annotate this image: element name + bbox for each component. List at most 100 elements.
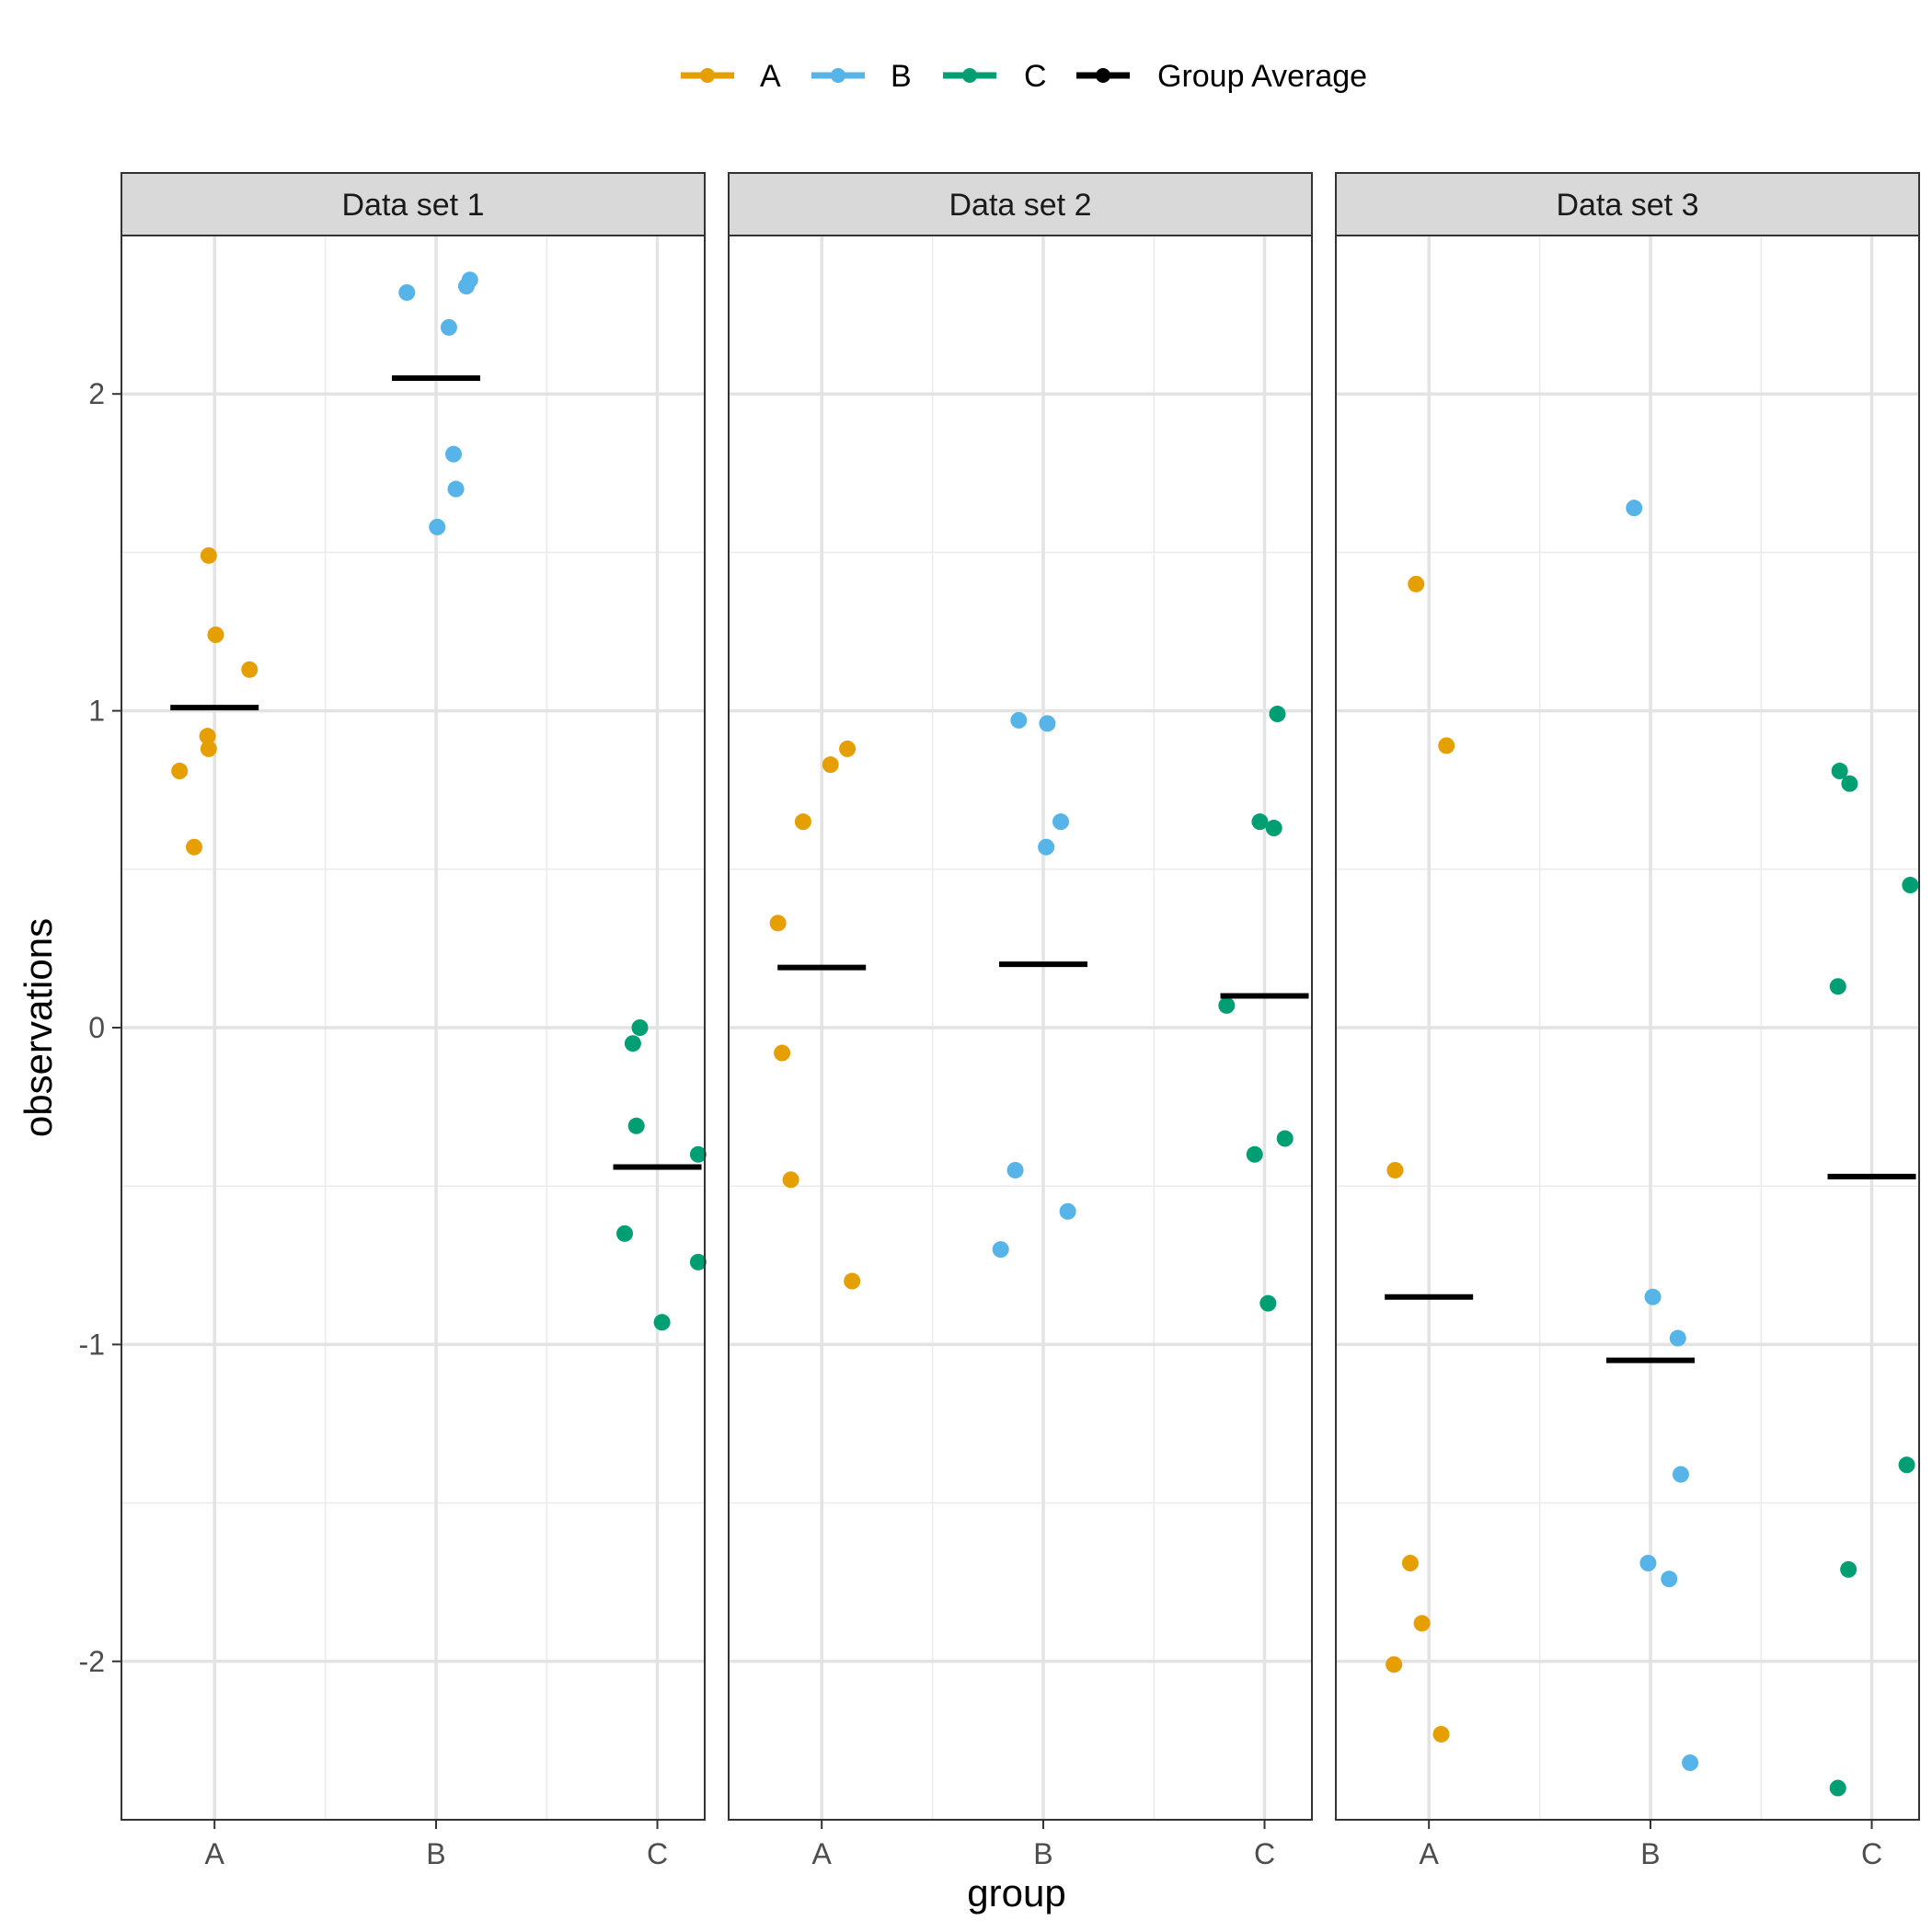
point-panel2-B-4 <box>1038 838 1055 856</box>
point-panel1-A-3 <box>241 661 259 678</box>
panel-3: Data set 3 A B C <box>1335 172 1920 1870</box>
point-panel3-B-4 <box>1672 1466 1689 1483</box>
point-panel1-C-2 <box>624 1035 641 1052</box>
y-tick-label-2: 1 <box>88 695 105 728</box>
legend-label-4: Group Average <box>1157 59 1367 94</box>
point-panel3-A-2 <box>1438 737 1455 754</box>
y-tick-label-3: 0 <box>88 1011 105 1044</box>
point-panel3-A-1 <box>1408 575 1425 592</box>
point-panel1-B-2 <box>457 278 475 295</box>
legend-key-dot-1 <box>700 68 715 83</box>
point-panel2-A-4 <box>769 914 787 932</box>
point-panel1-A-6 <box>171 763 189 780</box>
point-panel3-B-7 <box>1682 1754 1699 1772</box>
y-axis-title: observations <box>17 918 60 1137</box>
y-tick-label-5: -2 <box>79 1645 105 1678</box>
point-panel2-C-6 <box>1246 1145 1263 1163</box>
legend-key-dot-4 <box>1096 68 1110 83</box>
point-panel3-A-4 <box>1401 1555 1419 1572</box>
point-panel2-B-5 <box>1006 1161 1024 1179</box>
panel-border-2 <box>728 235 1313 1821</box>
point-panel2-A-5 <box>774 1044 791 1062</box>
panel-border-3 <box>1335 235 1920 1821</box>
point-panel1-A-4 <box>199 728 216 745</box>
point-panel2-A-2 <box>822 756 839 774</box>
point-panel2-A-7 <box>844 1272 861 1290</box>
point-panel3-A-7 <box>1432 1726 1450 1743</box>
point-panel2-C-2 <box>1251 813 1269 831</box>
point-panel3-C-1 <box>1831 763 1848 780</box>
y-tick-label-4: -1 <box>79 1328 105 1361</box>
point-panel1-A-5 <box>200 740 217 757</box>
x-tick-label-2-B: B <box>1033 1837 1052 1870</box>
point-panel3-A-5 <box>1413 1615 1431 1632</box>
point-panel1-C-6 <box>689 1253 707 1271</box>
x-tick-label-3-A: A <box>1420 1837 1440 1870</box>
legend-key-dot-3 <box>962 68 977 83</box>
point-panel1-A-1 <box>200 546 217 564</box>
x-tick-label-1-B: B <box>426 1837 445 1870</box>
point-panel1-B-6 <box>447 480 465 498</box>
panel-title-2: Data set 2 <box>949 188 1092 223</box>
point-panel3-C-2 <box>1841 775 1858 792</box>
point-panel3-B-3 <box>1669 1329 1686 1347</box>
point-panel3-C-6 <box>1840 1560 1857 1578</box>
point-panel1-C-3 <box>627 1117 645 1134</box>
panel-strip-2 <box>728 172 1313 236</box>
point-panel3-B-1 <box>1626 500 1643 517</box>
legend: A B C Group Average <box>681 59 1367 94</box>
legend-label-3: C <box>1024 59 1047 94</box>
point-panel1-B-7 <box>429 518 446 535</box>
point-panel3-C-5 <box>1898 1456 1915 1474</box>
x-tick-label-2-C: C <box>1254 1837 1275 1870</box>
point-panel3-A-3 <box>1386 1161 1404 1179</box>
panel-strip-3 <box>1335 172 1920 236</box>
point-panel2-A-3 <box>794 813 811 831</box>
point-panel1-B-4 <box>440 318 457 336</box>
point-panel2-C-5 <box>1276 1130 1294 1147</box>
y-axis: 2 1 0 -1 -2 <box>79 377 121 1678</box>
point-panel2-C-1 <box>1269 706 1286 723</box>
point-panel3-B-6 <box>1661 1570 1678 1588</box>
point-panel2-B-2 <box>1039 715 1056 732</box>
legend-label-2: B <box>891 59 912 94</box>
panel-1: Data set 1 A B C <box>121 172 707 1870</box>
panel-strip-1 <box>121 172 706 236</box>
point-panel2-B-1 <box>1010 711 1028 729</box>
point-panel2-C-3 <box>1265 820 1282 837</box>
point-panel1-B-5 <box>444 445 462 463</box>
x-tick-label-3-C: C <box>1861 1837 1882 1870</box>
point-panel1-C-5 <box>616 1225 634 1242</box>
point-panel3-C-7 <box>1829 1779 1846 1797</box>
x-tick-label-1-C: C <box>647 1837 668 1870</box>
point-panel1-A-2 <box>207 626 224 643</box>
panel-title-1: Data set 1 <box>342 188 485 223</box>
x-tick-label-3-B: B <box>1640 1837 1660 1870</box>
legend-key-dot-2 <box>831 68 845 83</box>
y-tick-label-1: 2 <box>88 377 105 410</box>
x-tick-label-2-A: A <box>812 1837 833 1870</box>
point-panel1-A-7 <box>185 838 202 856</box>
point-panel2-A-6 <box>782 1171 799 1189</box>
point-panel3-B-5 <box>1639 1555 1657 1572</box>
point-panel3-C-4 <box>1829 978 1846 995</box>
point-panel1-B-3 <box>398 283 416 301</box>
point-panel1-C-4 <box>689 1145 707 1163</box>
panels: Data set 1 A B C Data set 2 A B C Data set 3 A B C <box>121 172 1920 1870</box>
legend-label-1: A <box>760 59 781 94</box>
point-panel2-C-4 <box>1218 996 1236 1014</box>
panel-2: Data set 2 A B C <box>728 172 1313 1870</box>
point-panel2-B-7 <box>992 1241 1009 1259</box>
point-panel2-C-7 <box>1259 1294 1277 1312</box>
point-panel2-B-6 <box>1059 1202 1076 1220</box>
x-tick-label-1-A: A <box>205 1837 225 1870</box>
point-panel1-C-1 <box>631 1019 649 1036</box>
point-panel2-A-1 <box>839 740 857 757</box>
point-panel3-B-2 <box>1644 1288 1662 1305</box>
panel-title-3: Data set 3 <box>1557 188 1699 223</box>
point-panel3-C-3 <box>1902 877 1919 894</box>
point-panel3-A-6 <box>1386 1656 1403 1673</box>
point-panel1-C-7 <box>653 1314 671 1331</box>
x-axis-title: group <box>967 1871 1065 1915</box>
